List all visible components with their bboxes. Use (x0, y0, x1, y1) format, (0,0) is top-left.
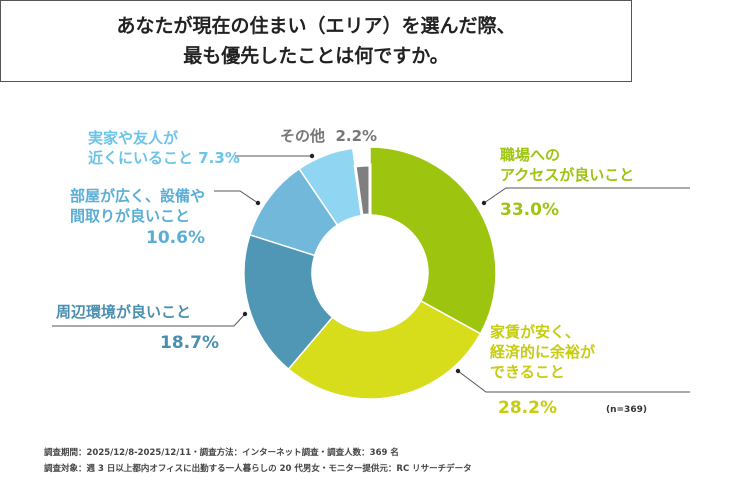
label-slice-2: 周辺環境が良いこと (56, 303, 192, 321)
footer-survey-period: 調査期間：2025/12/8-2025/12/11・調査方法：インターネット調査… (44, 448, 399, 458)
label-slice-3: 部屋が広く、設備や 間取りが良いこと (70, 187, 206, 225)
value-slice-2: 18.7% (160, 333, 219, 353)
leader-dots (242, 153, 487, 374)
chart-title: あなたが現在の住まい（エリア）を選んだ際、 最も優先したことは何ですか。 (0, 0, 632, 82)
title-line-2: 最も優先したことは何ですか。 (183, 45, 449, 67)
leader-line-3 (214, 190, 259, 204)
title-line-1: あなたが現在の住まい（エリア）を選んだ際、 (116, 15, 516, 37)
donut-slice-1 (287, 299, 482, 400)
donut-slice-2 (243, 233, 334, 371)
leader-line-1 (457, 370, 690, 393)
leader-line-0 (483, 187, 690, 204)
value-slice-0: 33.0% (500, 200, 559, 220)
leader-line-2 (52, 313, 246, 327)
label-slice-4: 実家や友人が 近くにいること 7.3% (88, 129, 240, 167)
value-slice-1: 28.2% (498, 398, 557, 418)
leader-lines (52, 155, 690, 393)
donut-slice-4 (298, 147, 363, 227)
label-slice-5: その他 2.2% (280, 127, 378, 145)
sample-size: (n=369) (606, 405, 647, 415)
value-slice-3: 10.6% (146, 228, 205, 248)
label-slice-1: 家賃が安く、 経済的に余裕が できること (490, 323, 596, 381)
donut-slice-5 (353, 163, 372, 218)
donut-slice-0 (369, 146, 497, 335)
footer-survey-target: 調査対象：週 3 日以上都内オフィスに出勤する一人暮らしの 20 代男女・モニタ… (44, 464, 472, 474)
label-slice-0: 職場への アクセスが良いこと (500, 146, 635, 184)
